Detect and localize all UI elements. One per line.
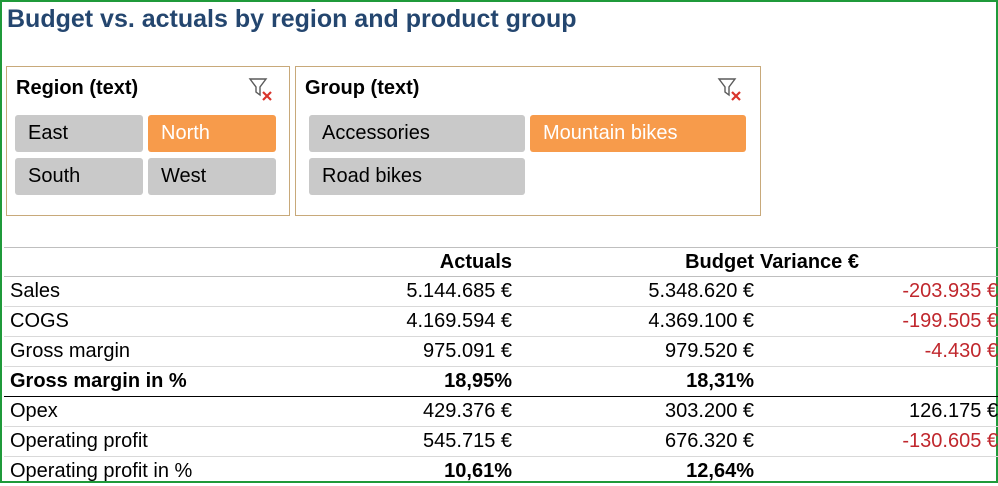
cell-variance: -4.430 € [754, 337, 998, 367]
group-slicer: Group (text) Accessories Mountain bikes … [295, 66, 761, 216]
table-row: COGS 4.169.594 € 4.369.100 € -199.505 € [4, 307, 998, 337]
group-item-road-bikes[interactable]: Road bikes [309, 158, 525, 195]
table-row: Sales 5.144.685 € 5.348.620 € -203.935 € [4, 277, 998, 307]
report-title: Budget vs. actuals by region and product… [7, 5, 577, 34]
cell-actuals: 429.376 € [248, 397, 512, 427]
cell-budget: 12,64% [512, 457, 754, 486]
cell-variance: -199.505 € [754, 307, 998, 337]
cell-variance: -203.935 € [754, 277, 998, 307]
region-item-south[interactable]: South [15, 158, 143, 195]
clear-filter-icon[interactable] [248, 76, 274, 102]
cell-variance [754, 367, 998, 397]
region-item-west[interactable]: West [148, 158, 276, 195]
region-item-east[interactable]: East [15, 115, 143, 152]
group-item-mountain-bikes[interactable]: Mountain bikes [530, 115, 746, 152]
row-label: Opex [4, 397, 248, 427]
group-item-accessories[interactable]: Accessories [309, 115, 525, 152]
row-label: Sales [4, 277, 248, 307]
cell-actuals: 4.169.594 € [248, 307, 512, 337]
row-label: Operating profit in % [4, 457, 248, 486]
cell-variance [754, 457, 998, 486]
cell-actuals: 18,95% [248, 367, 512, 397]
header-budget: Budget [512, 248, 754, 277]
cell-budget: 303.200 € [512, 397, 754, 427]
table-row: Opex 429.376 € 303.200 € 126.175 € [4, 397, 998, 427]
cell-budget: 676.320 € [512, 427, 754, 457]
header-label [4, 248, 248, 277]
header-actuals: Actuals [248, 248, 512, 277]
cell-actuals: 545.715 € [248, 427, 512, 457]
budget-table: Actuals Budget Variance € Sales 5.144.68… [4, 247, 998, 486]
row-label: COGS [4, 307, 248, 337]
table-row: Operating profit in % 10,61% 12,64% [4, 457, 998, 486]
group-slicer-title: Group (text) [305, 77, 419, 100]
cell-actuals: 975.091 € [248, 337, 512, 367]
cell-actuals: 10,61% [248, 457, 512, 486]
clear-filter-icon[interactable] [717, 76, 743, 102]
cell-budget: 5.348.620 € [512, 277, 754, 307]
cell-variance: -130.605 € [754, 427, 998, 457]
region-slicer: Region (text) East North South West [6, 66, 290, 216]
table-row: Gross margin in % 18,95% 18,31% [4, 367, 998, 397]
header-variance: Variance € [754, 248, 998, 277]
region-item-north[interactable]: North [148, 115, 276, 152]
row-label: Gross margin [4, 337, 248, 367]
cell-variance: 126.175 € [754, 397, 998, 427]
cell-actuals: 5.144.685 € [248, 277, 512, 307]
cell-budget: 18,31% [512, 367, 754, 397]
row-label: Operating profit [4, 427, 248, 457]
cell-budget: 4.369.100 € [512, 307, 754, 337]
cell-budget: 979.520 € [512, 337, 754, 367]
table-header-row: Actuals Budget Variance € [4, 248, 998, 277]
region-slicer-title: Region (text) [16, 77, 138, 100]
table-row: Operating profit 545.715 € 676.320 € -13… [4, 427, 998, 457]
table-row: Gross margin 975.091 € 979.520 € -4.430 … [4, 337, 998, 367]
row-label: Gross margin in % [4, 367, 248, 397]
